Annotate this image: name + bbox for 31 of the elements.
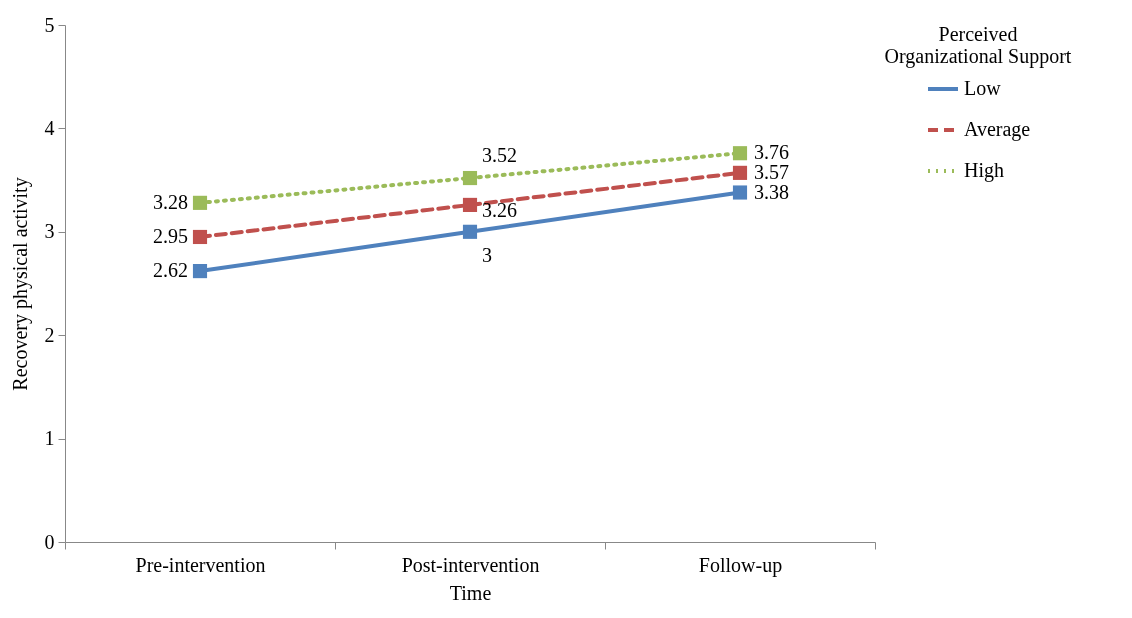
data-label: 2.62 bbox=[153, 259, 188, 282]
point bbox=[732, 146, 748, 161]
data-label: 3.52 bbox=[482, 144, 517, 167]
y-tick-label: 4 bbox=[44, 116, 55, 139]
data-label: 3.38 bbox=[754, 180, 789, 203]
data-label: 3.28 bbox=[153, 190, 188, 213]
x-tick-label: Pre-intervention bbox=[135, 553, 266, 576]
legend-title: Perceived Organizational Support bbox=[884, 23, 1072, 68]
x-tick-label: Post-intervention bbox=[401, 553, 540, 576]
y-axis-title: Recovery physical activity bbox=[8, 177, 32, 391]
legend-label: Average bbox=[964, 118, 1031, 141]
point bbox=[462, 224, 478, 239]
y-tick-label: 2 bbox=[44, 323, 55, 346]
y-tick-label: 3 bbox=[44, 220, 55, 243]
point bbox=[732, 185, 748, 200]
x-tick-label: Follow-up bbox=[698, 553, 783, 577]
legend-label: High bbox=[964, 159, 1004, 182]
legend-label: Low bbox=[964, 77, 1002, 99]
data-label: 3 bbox=[482, 243, 492, 266]
y-tick-label: 5 bbox=[44, 13, 55, 36]
point bbox=[462, 170, 478, 186]
data-label: 2.95 bbox=[153, 224, 188, 247]
point bbox=[732, 165, 748, 180]
x-axis-title: Time bbox=[449, 581, 492, 604]
y-tick-label: 1 bbox=[44, 427, 55, 450]
y-tick-label: 0 bbox=[44, 530, 55, 553]
point bbox=[192, 229, 208, 245]
point bbox=[462, 197, 478, 212]
point bbox=[192, 264, 208, 279]
point bbox=[192, 195, 208, 210]
data-label: 3.26 bbox=[482, 198, 517, 221]
